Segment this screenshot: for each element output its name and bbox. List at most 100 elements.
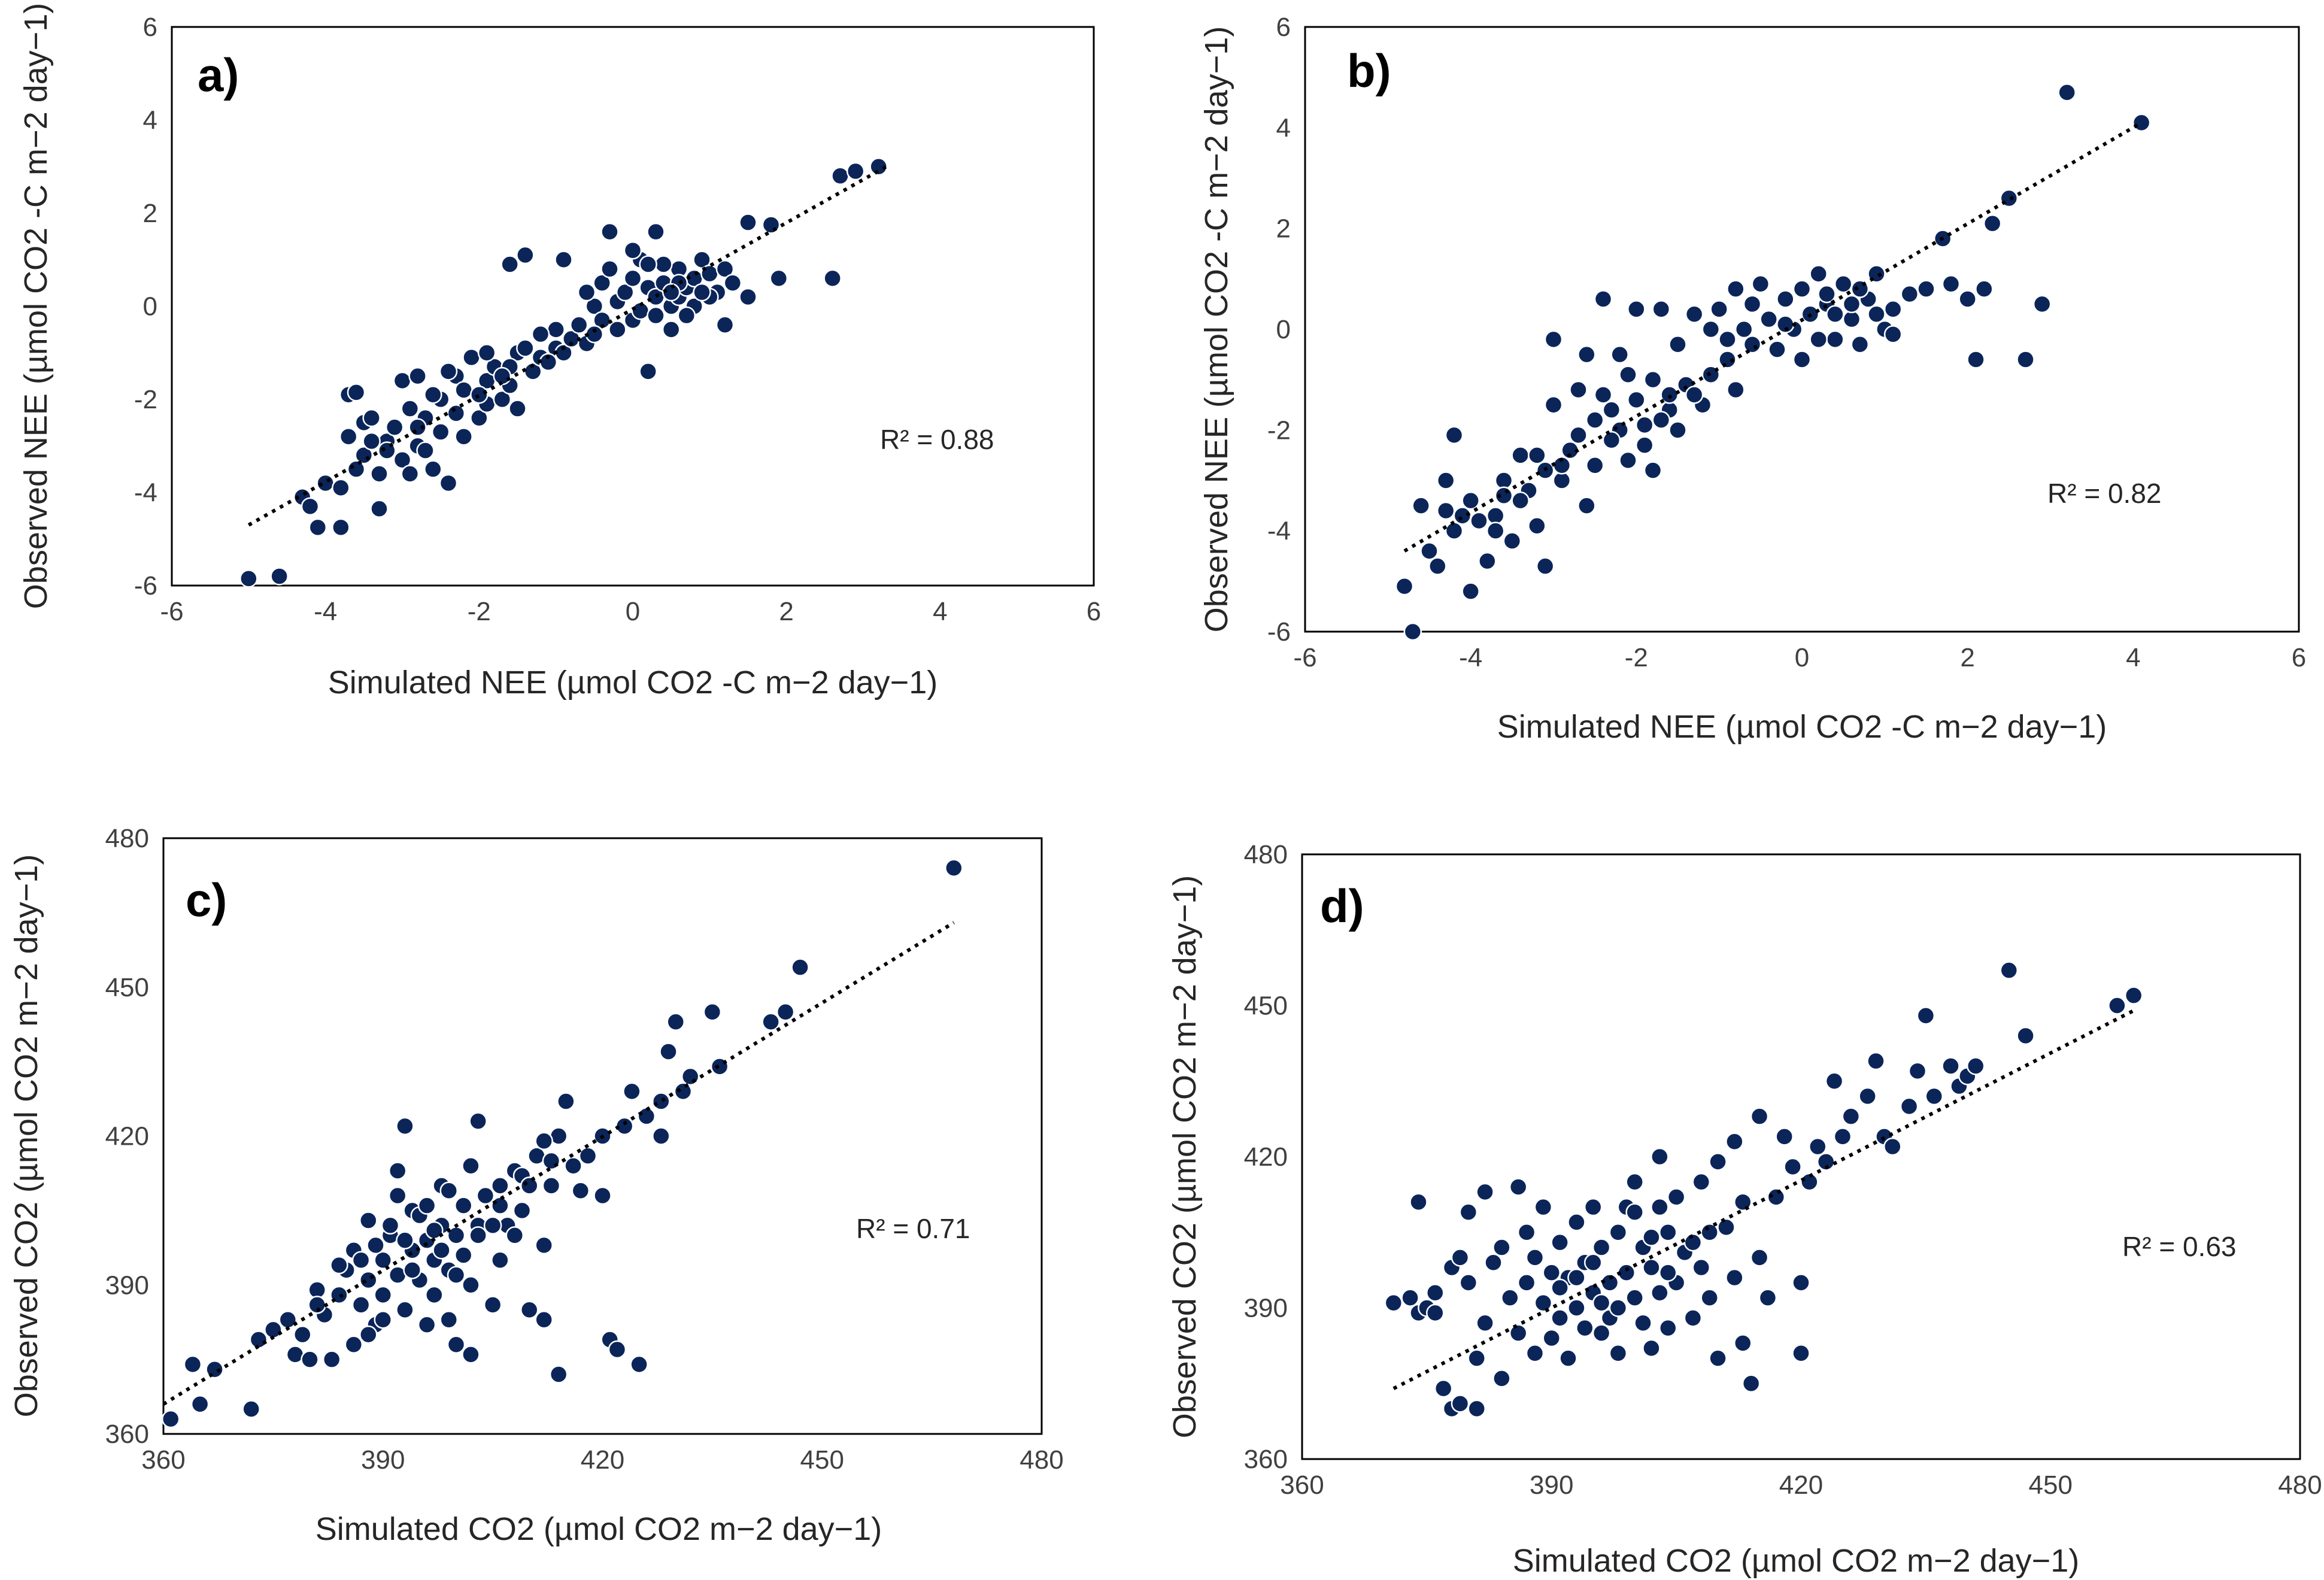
data-point-b — [1395, 577, 1414, 596]
data-point-b — [1445, 426, 1464, 444]
data-point-c — [388, 1186, 407, 1205]
data-point-d — [1658, 1263, 1677, 1282]
plot-frame-c — [162, 837, 1043, 1435]
data-point-b — [1668, 421, 1687, 439]
x-tick-label-b: 0 — [1795, 643, 1809, 672]
y-ticks-b: -6 -4 -2 0 2 4 6 — [1267, 13, 1291, 647]
data-point-d — [1658, 1223, 1677, 1242]
data-point-c — [476, 1186, 495, 1205]
data-point-b — [1503, 532, 1522, 550]
data-point-a — [477, 344, 496, 362]
data-point-a — [347, 383, 366, 402]
data-point-d — [1625, 1288, 1644, 1307]
data-point-d — [1775, 1127, 1794, 1146]
x-tick-label-b: 2 — [1960, 643, 1974, 672]
data-point-c — [520, 1176, 539, 1195]
data-point-c — [491, 1176, 509, 1195]
data-point-d — [1941, 1057, 1960, 1075]
data-point-a — [577, 283, 596, 302]
data-point-a — [662, 320, 681, 339]
x-tick-label-a: 2 — [779, 597, 793, 626]
data-point-b — [1569, 426, 1588, 444]
data-point-b — [1403, 622, 1422, 641]
data-point-d — [1567, 1213, 1586, 1232]
data-point-a — [332, 478, 350, 497]
data-point-a — [739, 287, 757, 307]
data-point-b — [1850, 335, 1870, 354]
data-point-d — [1651, 1147, 1669, 1166]
data-point-d — [1658, 1318, 1677, 1338]
data-point-b — [2032, 295, 2052, 314]
data-point-a — [531, 325, 550, 344]
data-point-d — [2000, 961, 2019, 979]
data-point-c — [381, 1216, 400, 1235]
data-point-c — [454, 1246, 473, 1264]
y-tick-label-b: -6 — [1267, 617, 1291, 647]
x-tick-label-b: -6 — [1293, 643, 1316, 672]
y-ticks-a: -6 -4 -2 0 2 4 6 — [134, 13, 157, 601]
data-point-c — [447, 1266, 466, 1284]
data-point-d — [1451, 1394, 1470, 1413]
data-point-c — [374, 1251, 392, 1270]
data-point-c — [483, 1216, 502, 1235]
data-point-b — [1577, 496, 1596, 515]
data-point-b — [1461, 491, 1480, 510]
data-point-a — [424, 460, 442, 478]
data-point-c — [344, 1335, 363, 1354]
chart-panel-c: c) R² = 0.71 Simulated CO2 (µmol CO2 m−2… — [8, 824, 1064, 1547]
data-point-a — [693, 283, 711, 302]
y-tick-label-a: -6 — [134, 571, 157, 601]
x-tick-label-c: 360 — [141, 1445, 185, 1475]
data-point-b — [1792, 350, 1812, 369]
y-axis-label-d: Observed CO2 (µmol CO2 m−2 day−1) — [1167, 875, 1203, 1438]
data-point-b — [1453, 507, 1472, 525]
data-point-a — [585, 297, 604, 316]
data-point-d — [1683, 1233, 1703, 1252]
data-point-a — [416, 441, 435, 460]
data-point-b — [1627, 300, 1646, 319]
data-point-d — [1534, 1197, 1553, 1217]
data-point-c — [469, 1226, 487, 1245]
data-point-b — [1701, 320, 1721, 339]
x-tick-label-a: -2 — [468, 597, 491, 626]
data-point-d — [1966, 1057, 1985, 1075]
data-point-a — [715, 316, 735, 334]
data-point-d — [1600, 1273, 1619, 1292]
data-point-b — [1660, 386, 1679, 404]
data-point-a — [308, 518, 327, 537]
data-point-b — [1727, 380, 1745, 399]
data-point-d — [1700, 1223, 1719, 1242]
data-point-d — [1758, 1288, 1777, 1307]
data-point-d — [1583, 1197, 1603, 1217]
data-point-a — [439, 362, 458, 381]
data-point-b — [1958, 290, 1977, 308]
data-point-b — [1511, 446, 1530, 465]
plot-frame-d — [1301, 853, 2301, 1460]
data-point-d — [1625, 1203, 1644, 1221]
data-point-b — [1577, 345, 1596, 364]
x-ticks-b: -6 -4 -2 0 2 4 6 — [1293, 643, 2306, 672]
data-point-a — [385, 418, 404, 436]
data-point-c — [366, 1236, 385, 1255]
data-point-d — [1651, 1197, 1669, 1217]
data-point-b — [2132, 113, 2151, 132]
data-point-b — [1743, 335, 1762, 354]
data-point-d — [1567, 1299, 1586, 1317]
data-point-c — [571, 1181, 590, 1200]
data-point-d — [1717, 1218, 1736, 1237]
data-point-a — [339, 427, 358, 446]
data-point-d — [1642, 1339, 1661, 1358]
data-point-b — [1792, 280, 1812, 298]
data-point-c — [469, 1112, 487, 1130]
data-point-c — [652, 1092, 670, 1111]
data-point-d — [1426, 1303, 1445, 1323]
data-point-b — [1900, 284, 1919, 304]
scatter-points-a — [239, 157, 888, 588]
data-point-c — [374, 1311, 392, 1329]
data-point-c — [374, 1285, 392, 1305]
data-point-c — [637, 1107, 656, 1126]
data-point-d — [1800, 1172, 1819, 1191]
data-point-d — [1517, 1223, 1536, 1242]
data-point-b — [1768, 340, 1786, 359]
data-point-d — [1451, 1248, 1470, 1267]
